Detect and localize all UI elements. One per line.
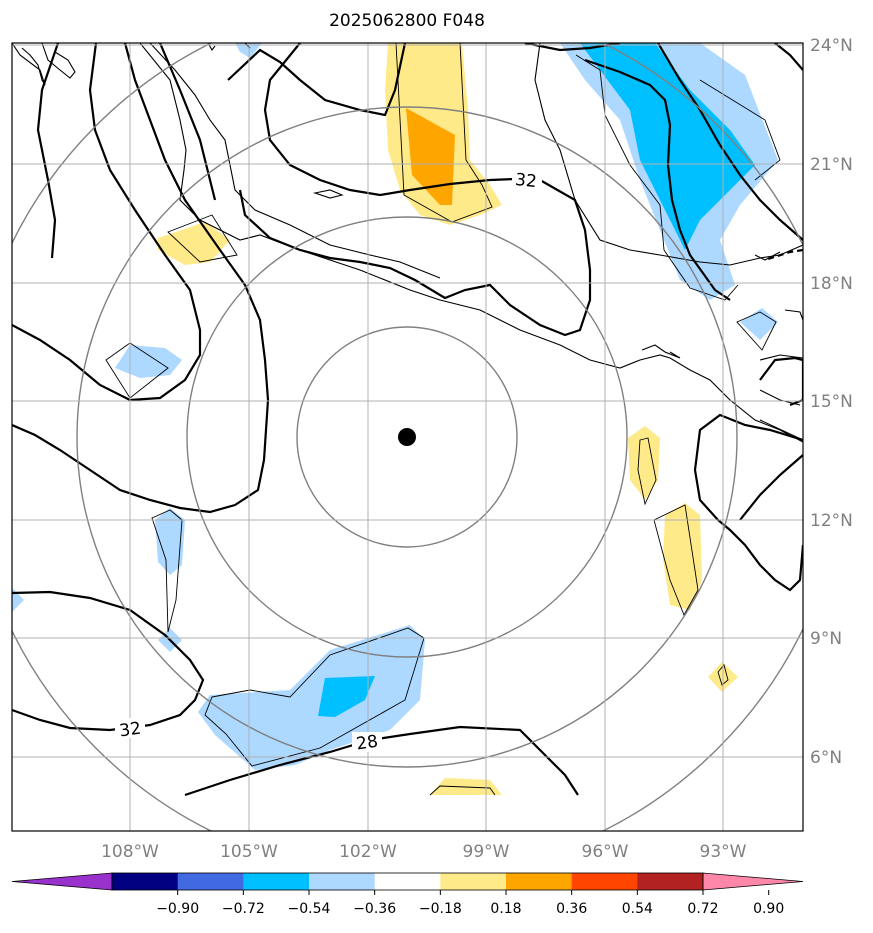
colorbar-tick-label: 0.36 — [556, 901, 587, 917]
shade-east-khaki-2 — [663, 503, 702, 610]
contour-labels: 32 32 28 — [115, 170, 542, 754]
range-rings — [12, 43, 803, 831]
colorbar-tick-label: −0.18 — [419, 901, 462, 917]
shade-south-khaki — [430, 778, 502, 795]
lat-tick: 12°N — [810, 511, 853, 531]
lon-tick: 96°W — [582, 842, 629, 862]
colorbar: −0.90 −0.72 −0.54 −0.36 −0.18 0.18 0.36 0.54 0.7… — [11, 872, 804, 917]
lon-tick: 102°W — [339, 842, 397, 862]
storm-center-marker — [398, 428, 416, 446]
colorbar-bin — [112, 873, 179, 890]
graticule — [12, 43, 803, 831]
shade-east-small — [740, 308, 778, 340]
shade-sw-column — [155, 508, 185, 575]
colorbar-tick-label: −0.90 — [156, 901, 199, 917]
colorbar-extend-low — [11, 872, 113, 891]
colorbar-tick-label: −0.72 — [222, 901, 265, 917]
colorbar-bin — [309, 873, 376, 890]
shade-north-orange — [406, 108, 455, 205]
colorbar-bin — [571, 873, 638, 890]
shading-positive — [158, 43, 738, 795]
lon-tick: 99°W — [463, 842, 510, 862]
contour-label-28: 28 — [355, 732, 379, 755]
colorbar-tick-label: 0.72 — [687, 901, 718, 917]
lon-tick-labels: 108°W 105°W 102°W 99°W 96°W 93°W — [101, 842, 747, 862]
lat-tick: 21°N — [810, 155, 853, 175]
lon-tick: 105°W — [220, 842, 278, 862]
colorbar-tick-label: −0.54 — [288, 901, 331, 917]
colorbar-bin — [243, 873, 310, 890]
shade-west-khaki — [158, 222, 230, 265]
range-ring-3 — [76, 106, 738, 768]
lon-tick: 108°W — [101, 842, 159, 862]
colorbar-tick-label: 0.54 — [622, 901, 653, 917]
lat-tick-labels: 24°N 21°N 18°N 15°N 12°N 9°N 6°N — [810, 36, 853, 768]
shade-south-deepsky — [318, 676, 375, 717]
colorbar-frame — [111, 872, 704, 891]
colorbar-bin — [506, 873, 573, 890]
contour-label-32-south: 32 — [118, 719, 142, 742]
lat-tick: 6°N — [810, 748, 842, 768]
colorbar-bin — [637, 873, 704, 890]
lat-tick: 15°N — [810, 392, 853, 412]
shade-ne-deepsky — [580, 43, 755, 250]
map-frame — [11, 42, 804, 832]
lat-tick: 18°N — [810, 274, 853, 294]
contour-label-32-north: 32 — [514, 170, 538, 192]
shade-east-khaki-1 — [628, 426, 660, 500]
map-title: 2025062800 F048 — [329, 11, 485, 31]
colorbar-tick-label: 0.18 — [490, 901, 521, 917]
colorbar-extend-high — [702, 872, 804, 891]
thin-contours — [105, 43, 781, 796]
range-ring-1 — [296, 326, 518, 548]
lon-tick: 93°W — [700, 842, 747, 862]
colorbar-bin — [440, 873, 507, 890]
colorbar-bin — [374, 873, 441, 890]
lat-tick: 24°N — [810, 36, 853, 56]
colorbar-bin — [177, 873, 244, 890]
colorbar-tick-label: −0.36 — [353, 901, 396, 917]
map-panel: 32 32 28 — [11, 42, 804, 832]
colorbar-tick-label: 0.90 — [753, 901, 784, 917]
range-ring-2 — [186, 216, 628, 658]
lat-tick: 9°N — [810, 629, 842, 649]
